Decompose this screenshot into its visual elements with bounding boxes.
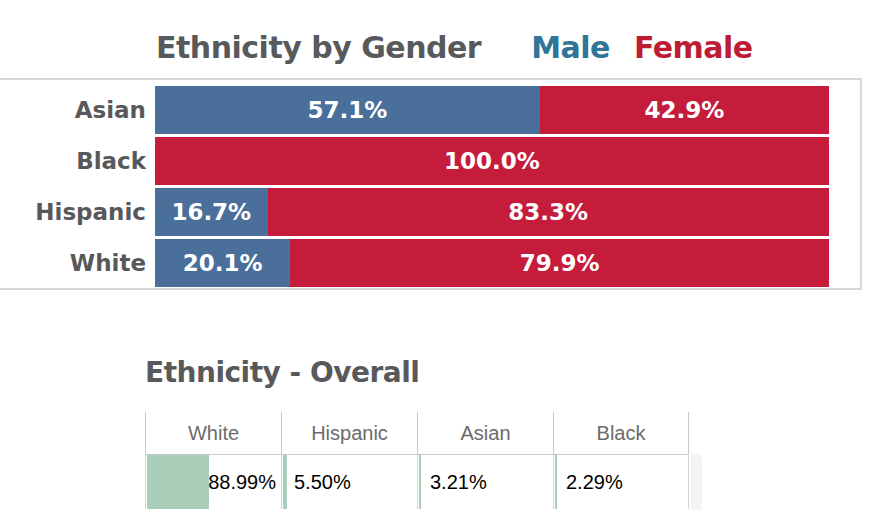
table-value-text: 2.29% [566, 471, 623, 494]
bar-segment-female[interactable]: 83.3% [268, 188, 829, 236]
table-value-text: 88.99% [208, 471, 276, 494]
bar-value-label: 57.1% [308, 97, 388, 123]
chart-row: Asian 57.1% 42.9% [0, 86, 860, 134]
bar-value-label: 16.7% [171, 199, 251, 225]
category-label: White [0, 239, 155, 287]
bar-segment-male[interactable]: 16.7% [155, 188, 268, 236]
value-databar [555, 455, 557, 509]
gender-chart-title: Ethnicity by Gender [156, 30, 481, 65]
gender-chart-header: Ethnicity by Gender Male Female [0, 30, 872, 70]
bar-track: 16.7% 83.3% [155, 188, 829, 236]
bar-value-label: 42.9% [645, 97, 725, 123]
bar-value-label: 20.1% [183, 250, 263, 276]
bar-segment-male[interactable]: 57.1% [155, 86, 540, 134]
bar-value-label: 83.3% [508, 199, 588, 225]
chart-row: Hispanic 16.7% 83.3% [0, 188, 860, 236]
bar-track: 100.0% [155, 137, 829, 185]
category-label: Asian [0, 86, 155, 134]
bar-value-label: 100.0% [444, 148, 540, 174]
table-header-cell: Asian [417, 412, 553, 454]
legend-item-female[interactable]: Female [634, 30, 753, 65]
table-overflow-sliver [691, 453, 702, 510]
table-header-cell: Black [553, 412, 689, 454]
legend-item-male[interactable]: Male [531, 30, 610, 65]
value-databar [419, 455, 421, 509]
bar-segment-female[interactable]: 100.0% [155, 137, 829, 185]
table-value-text: 3.21% [430, 471, 487, 494]
table-header-cell: Hispanic [281, 412, 417, 454]
table-value-text: 5.50% [294, 471, 351, 494]
gender-chart-rows: Asian 57.1% 42.9% Black 100.0% Hispanic 1… [0, 86, 860, 287]
bar-track: 20.1% 79.9% [155, 239, 829, 287]
category-label: Hispanic [0, 188, 155, 236]
table-value-cell: 2.29% [553, 455, 689, 509]
bar-value-label: 79.9% [520, 250, 600, 276]
bar-segment-male[interactable]: 20.1% [155, 239, 290, 287]
value-databar [147, 455, 209, 509]
bar-track: 57.1% 42.9% [155, 86, 829, 134]
bar-segment-female[interactable]: 42.9% [540, 86, 829, 134]
overall-table: WhiteHispanicAsianBlack 88.99% 5.50% 3.21%… [145, 412, 745, 509]
table-value-cell: 88.99% [145, 455, 281, 509]
dashboard: Ethnicity by Gender Male Female Asian 57… [0, 0, 872, 520]
table-value-cell: 5.50% [281, 455, 417, 509]
table-value-cell: 3.21% [417, 455, 553, 509]
category-label: Black [0, 137, 155, 185]
overall-section-title: Ethnicity - Overall [145, 356, 419, 389]
overall-table-header: WhiteHispanicAsianBlack [145, 412, 689, 455]
overall-table-values: 88.99% 5.50% 3.21% 2.29% [145, 455, 689, 509]
value-databar [283, 455, 287, 509]
chart-row: White 20.1% 79.9% [0, 239, 860, 287]
bar-segment-female[interactable]: 79.9% [290, 239, 829, 287]
gender-stacked-bar-chart: Asian 57.1% 42.9% Black 100.0% Hispanic 1… [0, 78, 862, 290]
table-header-cell: White [145, 412, 281, 454]
chart-row: Black 100.0% [0, 137, 860, 185]
